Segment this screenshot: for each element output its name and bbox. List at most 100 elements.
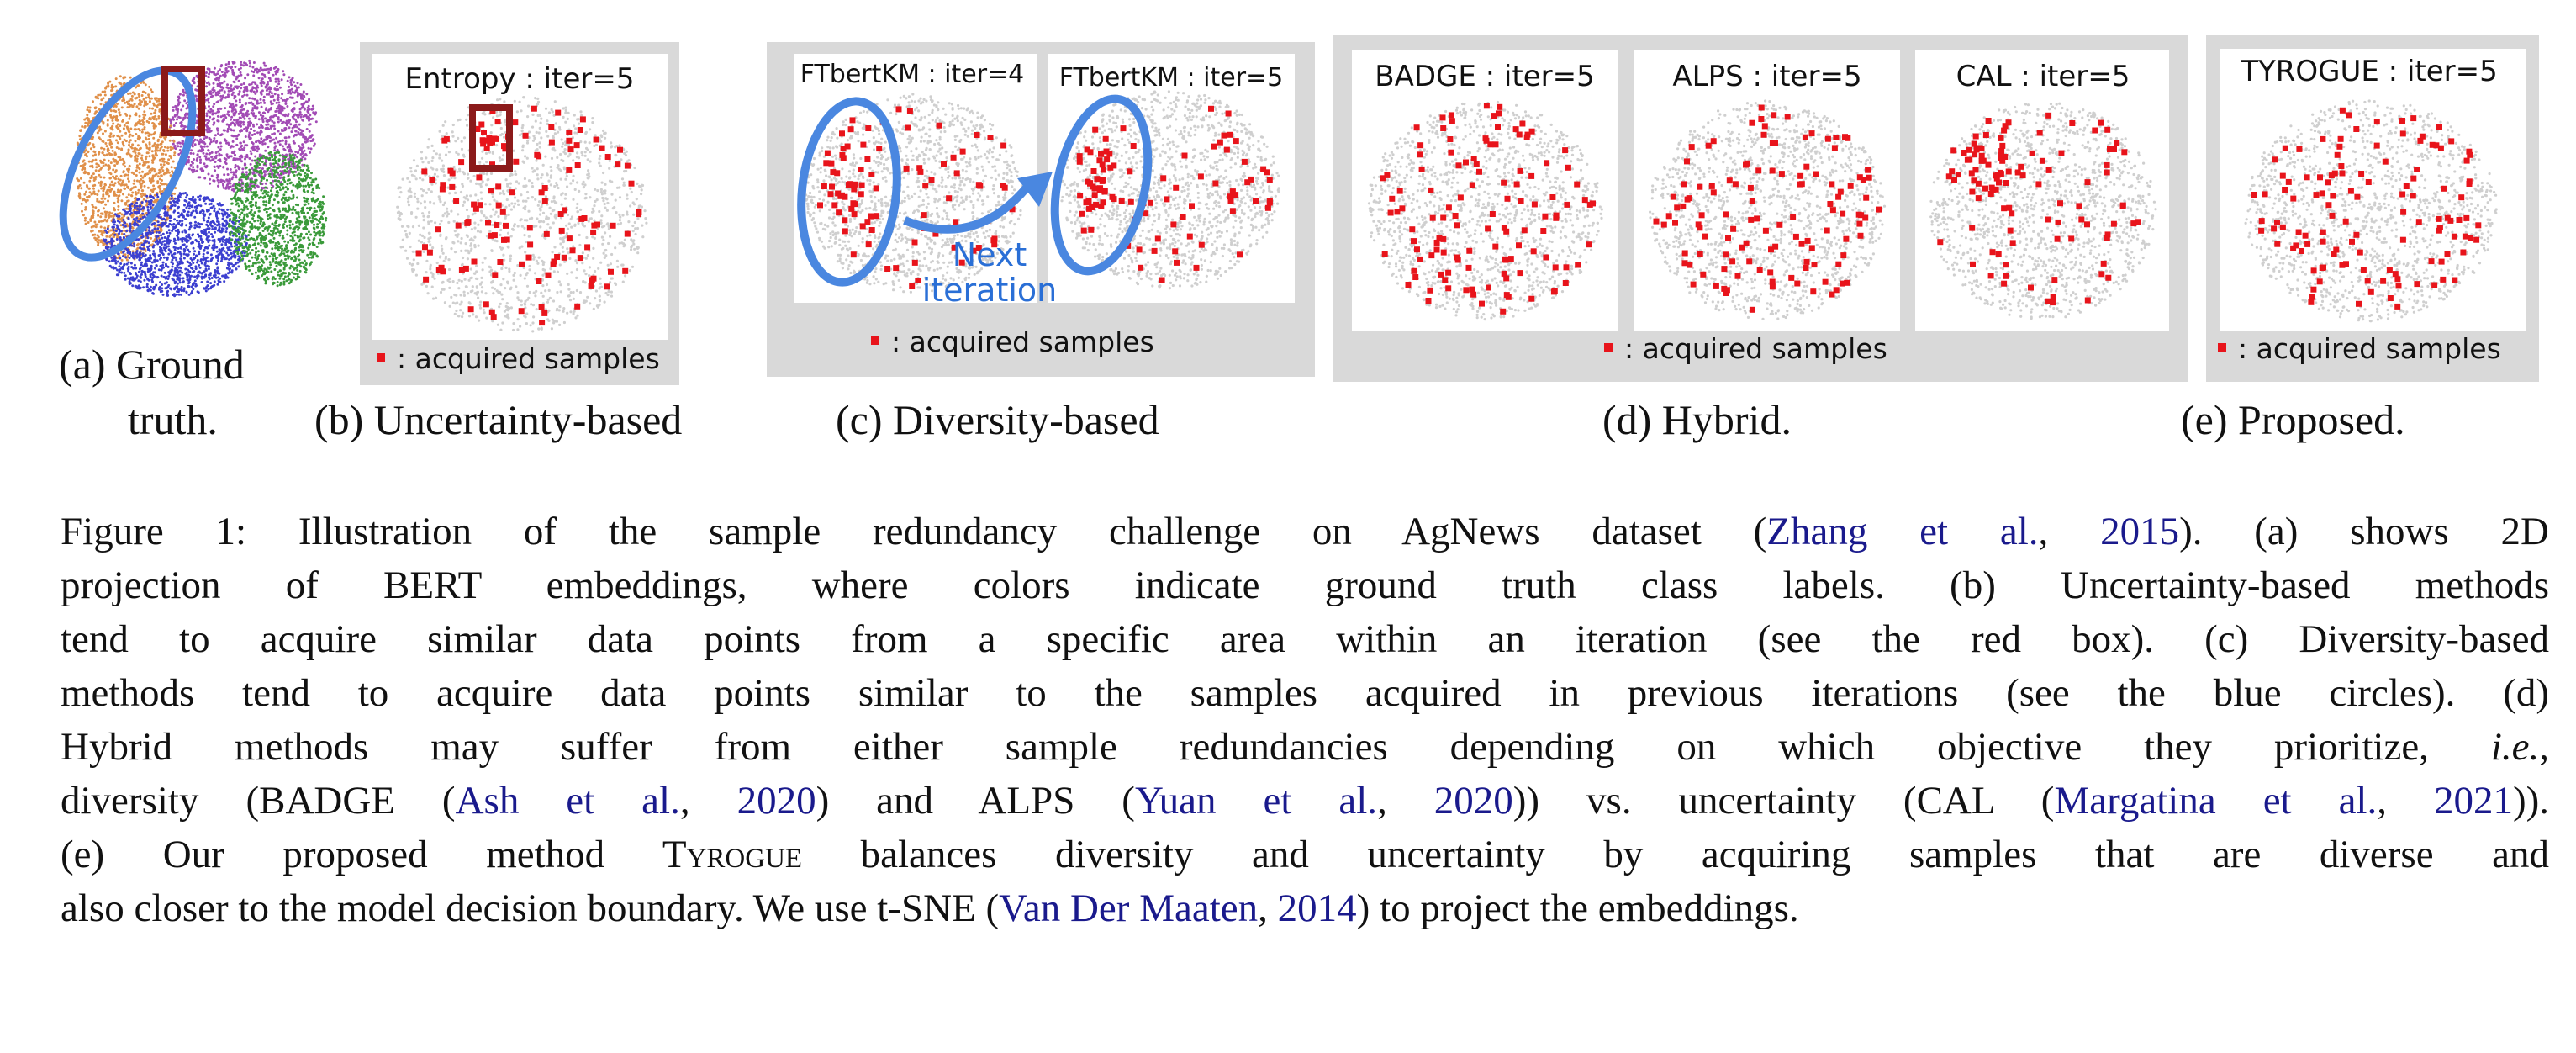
class-point-purple	[210, 151, 214, 154]
class-point-purple	[199, 158, 202, 161]
class-point-blue	[198, 252, 201, 256]
class-point-blue	[198, 198, 202, 201]
class-point-orange	[159, 142, 162, 146]
class-point-purple	[309, 114, 312, 117]
class-point-purple	[302, 90, 305, 93]
class-point-purple	[245, 89, 249, 93]
class-point-orange	[140, 154, 144, 157]
class-point-blue	[131, 276, 135, 279]
class-point-purple	[237, 112, 240, 115]
class-point-orange	[120, 258, 124, 262]
class-point-orange	[81, 209, 83, 213]
class-point-green	[287, 274, 290, 278]
class-point-blue	[146, 205, 150, 209]
class-point-blue	[226, 240, 230, 243]
class-point-blue	[160, 274, 163, 278]
class-point-blue	[215, 246, 219, 249]
class-point-blue	[181, 277, 184, 280]
class-point-blue	[154, 228, 157, 231]
class-point-purple	[268, 140, 272, 143]
class-point-orange	[140, 178, 143, 181]
class-point-blue	[218, 212, 221, 215]
class-point-purple	[227, 110, 230, 114]
class-point-green	[286, 183, 289, 186]
class-point-purple	[225, 123, 229, 126]
class-point-purple	[238, 181, 240, 184]
class-point-orange	[144, 92, 147, 94]
class-point-purple	[269, 68, 272, 71]
class-point-orange	[84, 198, 87, 202]
class-point-orange	[123, 161, 126, 165]
class-point-purple	[223, 173, 226, 177]
class-point-purple	[207, 109, 210, 113]
class-point-purple	[264, 117, 267, 120]
class-point-orange	[161, 179, 163, 182]
class-point-purple	[303, 102, 306, 105]
class-point-blue	[198, 250, 201, 253]
class-point-purple	[281, 176, 284, 179]
class-point-blue	[225, 267, 229, 270]
class-point-orange	[135, 158, 139, 161]
class-point-orange	[123, 183, 126, 187]
class-point-purple	[214, 161, 217, 163]
class-point-orange	[129, 92, 132, 95]
class-point-purple	[205, 114, 209, 118]
class-point-orange	[79, 177, 82, 180]
class-point-purple	[240, 147, 244, 151]
class-point-green	[287, 161, 290, 165]
class-point-orange	[151, 155, 155, 158]
class-point-purple	[273, 132, 276, 135]
class-point-purple	[226, 173, 230, 176]
class-point-blue	[126, 251, 129, 254]
class-point-purple	[271, 173, 274, 177]
class-point-blue	[227, 253, 230, 257]
class-point-blue	[178, 281, 182, 284]
class-point-purple	[219, 154, 223, 157]
class-point-blue	[177, 290, 180, 294]
class-point-purple	[217, 150, 220, 153]
class-point-purple	[278, 177, 282, 180]
class-point-purple	[195, 169, 198, 172]
class-point-blue	[145, 199, 148, 203]
class-point-blue	[145, 234, 149, 237]
class-point-purple	[284, 140, 288, 143]
class-point-purple	[258, 153, 261, 156]
class-point-purple	[300, 133, 304, 136]
class-point-purple	[238, 98, 241, 102]
class-point-purple	[277, 163, 280, 167]
class-point-purple	[304, 135, 307, 139]
class-point-orange	[129, 188, 133, 192]
class-point-green	[244, 230, 247, 233]
class-point-blue	[180, 293, 183, 296]
class-point-purple	[277, 88, 280, 91]
class-point-blue	[124, 274, 127, 278]
class-point-blue	[162, 256, 166, 259]
class-point-orange	[87, 150, 90, 153]
class-point-orange	[172, 154, 176, 157]
class-point-purple	[281, 105, 284, 108]
class-point-blue	[221, 217, 224, 220]
class-point-blue	[213, 244, 216, 247]
class-point-blue	[177, 277, 180, 280]
class-point-green	[274, 231, 277, 235]
class-point-orange	[164, 138, 167, 141]
class-point-orange	[125, 100, 129, 103]
class-point-purple	[269, 95, 272, 98]
class-point-purple	[220, 88, 224, 92]
class-point-blue	[173, 294, 177, 298]
class-point-purple	[272, 121, 276, 124]
class-point-purple	[215, 154, 219, 157]
class-point-purple	[246, 126, 250, 130]
class-point-purple	[195, 74, 198, 77]
class-point-purple	[299, 115, 303, 119]
class-point-green	[298, 226, 301, 230]
class-point-purple	[281, 170, 284, 172]
class-point-purple	[174, 104, 177, 108]
class-point-purple	[200, 167, 203, 171]
class-point-orange	[78, 192, 81, 195]
class-point-purple	[245, 171, 248, 174]
class-point-purple	[257, 118, 261, 121]
class-point-purple	[209, 182, 212, 185]
class-point-purple	[282, 114, 285, 117]
class-point-blue	[197, 195, 200, 198]
